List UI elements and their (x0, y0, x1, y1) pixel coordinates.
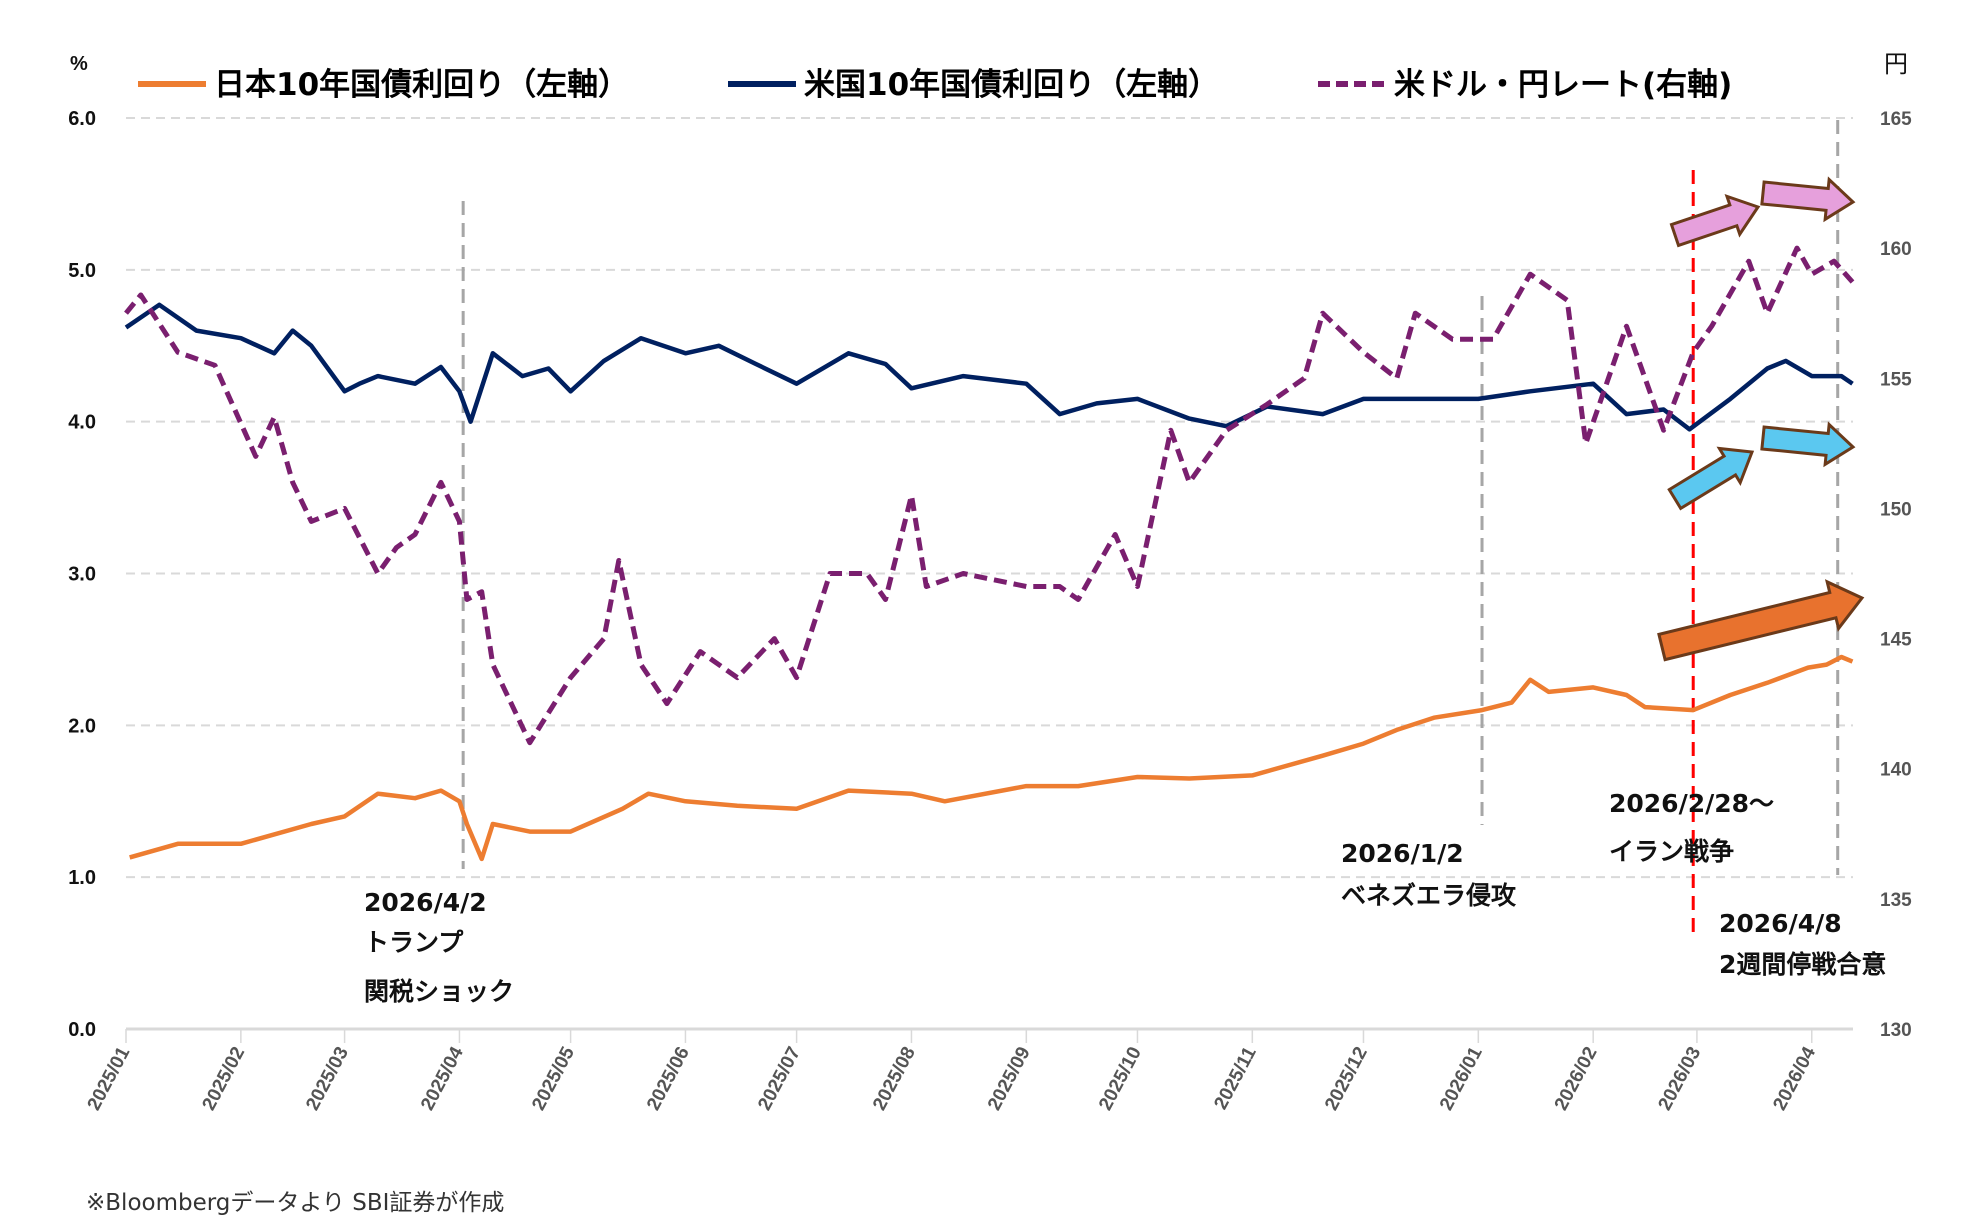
left-tick-label: 3.0 (68, 564, 96, 586)
x-tick-label: 2025/04 (417, 1043, 468, 1114)
annotation-text: イラン戦争 (1609, 837, 1734, 866)
x-tick-label: 2025/06 (643, 1043, 694, 1114)
arrow-ust-up (1667, 446, 1755, 511)
x-tick-label: 2025/03 (302, 1043, 353, 1114)
x-tick-label: 2025/12 (1321, 1043, 1372, 1114)
annotation-text: 関税ショック (364, 977, 514, 1006)
right-tick-label: 155 (1880, 369, 1912, 390)
series-line-usdjpy (124, 245, 1855, 746)
trend-arrows (1657, 176, 1865, 662)
annotation-text: ベネズエラ侵攻 (1341, 881, 1517, 910)
legend-label-usdjpy: 米ドル・円レート(右軸) (1394, 67, 1732, 103)
footnote: ※Bloombergデータより SBI証券が作成 (86, 1190, 504, 1216)
x-tick-label: 2025/09 (984, 1043, 1035, 1114)
x-tick-label: 2025/08 (869, 1043, 920, 1114)
right-tick-label: 165 (1880, 109, 1912, 130)
x-tick-label: 2026/04 (1769, 1043, 1820, 1114)
annotation-text: 2026/2/28～ (1609, 789, 1774, 818)
annotation-text: トランプ (364, 928, 464, 957)
annotation-iran-war: 2026/2/28～ イラン戦争 (1609, 789, 1774, 866)
gridlines (126, 117, 1853, 1031)
arrow-jgb-up (1657, 579, 1865, 662)
right-tick-label: 145 (1880, 630, 1912, 651)
x-tick-label: 2025/05 (528, 1043, 579, 1114)
annotation-ceasefire: 2026/4/8 2週間停戦合意 (1719, 909, 1886, 979)
series-line-ust (124, 302, 1854, 432)
annotation-text: 2026/4/8 (1719, 909, 1842, 938)
x-tick-label: 2026/02 (1551, 1043, 1602, 1114)
annotation-text: 2026/4/2 (364, 888, 487, 917)
arrow-usdjpy-flat (1760, 176, 1856, 223)
legend: 日本10年国債利回り（左軸） 米国10年国債利回り（左軸） 米ドル・円レート(右… (138, 67, 1732, 103)
left-tick-label: 0.0 (68, 1019, 96, 1041)
right-tick-label: 150 (1880, 499, 1912, 520)
x-axis-ticks: 2025/01 2025/02 2025/03 2025/04 2025/05 2025/… (84, 1029, 1820, 1114)
left-tick-label: 1.0 (68, 867, 96, 889)
legend-label-jgb: 日本10年国債利回り（左軸） (214, 67, 629, 103)
left-tick-label: 6.0 (68, 108, 96, 130)
series-lines (124, 245, 1855, 862)
x-tick-label: 2025/01 (84, 1043, 135, 1114)
series-line-jgb (129, 654, 1854, 862)
left-axis-ticks: 0.0 1.0 2.0 3.0 4.0 5.0 6.0 (68, 108, 96, 1041)
left-tick-label: 5.0 (68, 260, 96, 282)
annotation-trump-tariff: 2026/4/2 トランプ 関税ショック (364, 888, 514, 1006)
left-axis-unit: % (70, 53, 88, 75)
legend-label-ust: 米国10年国債利回り（左軸） (804, 67, 1219, 103)
left-tick-label: 2.0 (68, 715, 96, 737)
annotation-venezuela: 2026/1/2 ベネズエラ侵攻 (1341, 839, 1517, 910)
arrow-usdjpy-up (1669, 193, 1761, 248)
right-tick-label: 160 (1880, 239, 1912, 260)
annotation-text: 2026/1/2 (1341, 839, 1464, 868)
right-axis-ticks: 130 135 140 145 150 155 160 165 (1880, 109, 1912, 1041)
x-tick-label: 2025/07 (754, 1043, 805, 1114)
right-tick-label: 130 (1880, 1020, 1912, 1041)
arrow-ust-flat (1760, 421, 1856, 468)
x-tick-label: 2025/10 (1095, 1043, 1146, 1114)
x-tick-label: 2026/03 (1655, 1043, 1706, 1114)
left-tick-label: 4.0 (68, 412, 96, 434)
annotation-text: 2週間停戦合意 (1719, 950, 1886, 979)
x-tick-label: 2025/02 (198, 1043, 249, 1114)
x-tick-label: 2026/01 (1436, 1043, 1487, 1114)
right-tick-label: 140 (1880, 760, 1912, 781)
right-tick-label: 135 (1880, 890, 1912, 911)
x-tick-label: 2025/11 (1210, 1043, 1260, 1113)
right-axis-unit: 円 (1884, 51, 1908, 78)
